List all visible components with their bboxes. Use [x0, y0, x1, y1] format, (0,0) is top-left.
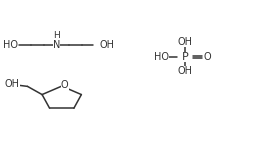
Text: H: H	[53, 31, 60, 40]
Text: HO: HO	[154, 52, 169, 62]
Text: O: O	[203, 52, 211, 62]
Text: OH: OH	[178, 37, 193, 48]
Text: OH: OH	[99, 40, 114, 51]
Text: OH: OH	[5, 79, 20, 89]
Text: HO: HO	[3, 40, 18, 51]
Text: N: N	[53, 40, 60, 51]
Text: OH: OH	[178, 66, 193, 76]
Text: O: O	[61, 80, 69, 90]
Text: P: P	[182, 52, 189, 62]
